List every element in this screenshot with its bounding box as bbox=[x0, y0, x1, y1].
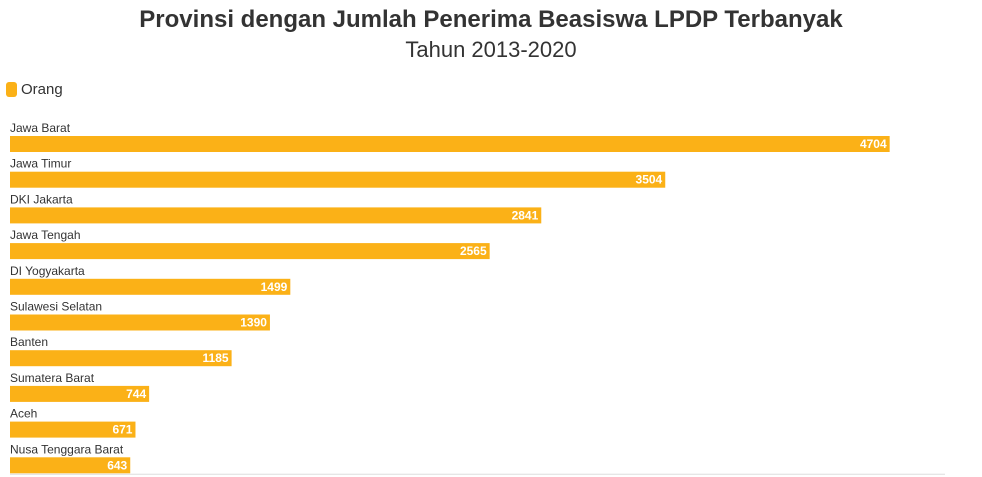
value-label: 2841 bbox=[512, 208, 539, 222]
value-label: 1185 bbox=[203, 351, 229, 365]
bar bbox=[10, 385, 150, 402]
legend: Orang bbox=[6, 81, 63, 98]
legend-label: Orang bbox=[21, 81, 63, 98]
category-label: Jawa Tengah bbox=[10, 228, 81, 242]
value-label: 744 bbox=[126, 387, 146, 401]
bar bbox=[10, 243, 490, 260]
category-label: Nusa Tenggara Barat bbox=[10, 442, 124, 456]
bar bbox=[10, 278, 291, 295]
value-label: 4704 bbox=[860, 137, 887, 151]
category-label: Aceh bbox=[10, 407, 37, 421]
bar bbox=[10, 314, 270, 331]
value-label: 671 bbox=[112, 423, 132, 437]
value-label: 1499 bbox=[261, 280, 288, 294]
bar bbox=[10, 457, 131, 474]
chart-title: Provinsi dengan Jumlah Penerima Beasiswa… bbox=[139, 6, 843, 33]
category-label: DI Yogyakarta bbox=[10, 264, 85, 278]
category-label: Banten bbox=[10, 335, 48, 349]
category-label: Sumatera Barat bbox=[10, 371, 95, 385]
bar bbox=[10, 350, 232, 367]
value-label: 3504 bbox=[636, 173, 663, 187]
bar bbox=[10, 421, 136, 438]
category-label: Jawa Barat bbox=[10, 121, 71, 135]
category-label: Jawa Timur bbox=[10, 157, 71, 171]
bar bbox=[10, 207, 542, 224]
value-label: 2565 bbox=[460, 244, 487, 258]
chart-subtitle: Tahun 2013-2020 bbox=[405, 37, 577, 62]
bar bbox=[10, 136, 890, 152]
value-label: 643 bbox=[107, 458, 127, 472]
value-label: 1390 bbox=[240, 316, 267, 330]
legend-swatch bbox=[6, 82, 17, 97]
bar bbox=[10, 171, 666, 188]
category-label: DKI Jakarta bbox=[10, 192, 73, 206]
category-label: Sulawesi Selatan bbox=[10, 300, 102, 314]
